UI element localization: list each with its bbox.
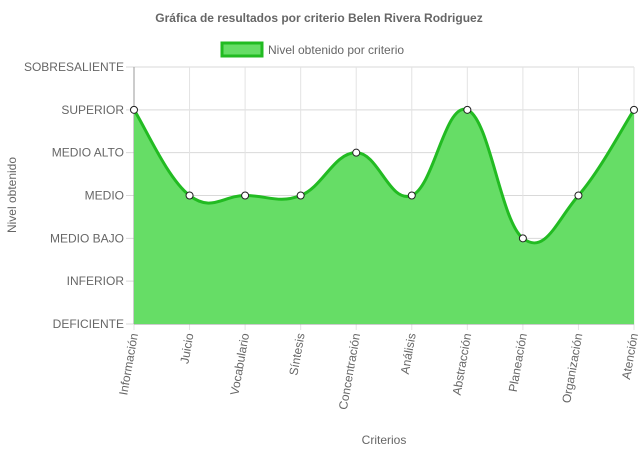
x-tick-label: Síntesis: [286, 332, 307, 376]
legend[interactable]: Nivel obtenido por criterio: [220, 41, 404, 58]
data-point[interactable]: [241, 191, 250, 200]
series-line: [132, 108, 636, 245]
y-tick-label: MEDIO: [85, 189, 124, 203]
x-tick-label: Abstracción: [450, 332, 475, 396]
data-point[interactable]: [518, 234, 527, 243]
data-point[interactable]: [130, 105, 138, 114]
x-tick-label: Juicio: [177, 332, 196, 365]
data-point[interactable]: [185, 191, 194, 200]
y-tick-label: INFERIOR: [67, 274, 125, 288]
data-point[interactable]: [296, 191, 305, 200]
y-tick-label: MEDIO BAJO: [50, 231, 124, 245]
series-points: [130, 105, 638, 243]
series-area-fill: [134, 109, 634, 325]
data-point[interactable]: [630, 105, 638, 114]
x-tick-label: Planeación: [506, 332, 530, 393]
chart-title: Gráfica de resultados por criterio Belen…: [155, 11, 482, 25]
x-tick-label: Atención: [619, 332, 639, 380]
y-tick-label: SOBRESALIENTE: [24, 60, 124, 74]
x-tick-label: Información: [116, 332, 141, 396]
data-point[interactable]: [352, 148, 361, 157]
series-area: [132, 108, 636, 325]
y-axis: DEFICIENTE INFERIOR MEDIO BAJO MEDIO MEDIO A…: [24, 60, 124, 331]
data-point[interactable]: [463, 105, 472, 114]
y-axis-label: Nivel obtenido: [5, 157, 19, 233]
y-tick-label: DEFICIENTE: [53, 317, 124, 331]
x-tick-label: Vocabulario: [227, 332, 252, 397]
x-tick-label: Organización: [559, 332, 585, 404]
data-point[interactable]: [407, 191, 416, 200]
x-axis: Información Juicio Vocabulario Síntesis Conc…: [116, 332, 639, 411]
legend-swatch: [220, 41, 264, 58]
y-tick-label: MEDIO ALTO: [52, 146, 124, 160]
x-axis-label: Criterios: [362, 433, 407, 447]
x-tick-label: Análisis: [398, 332, 419, 375]
legend-label: Nivel obtenido por criterio: [268, 43, 404, 57]
y-tick-label: SUPERIOR: [61, 103, 124, 117]
x-tick-label: Concentración: [336, 332, 363, 411]
data-point[interactable]: [574, 191, 583, 200]
